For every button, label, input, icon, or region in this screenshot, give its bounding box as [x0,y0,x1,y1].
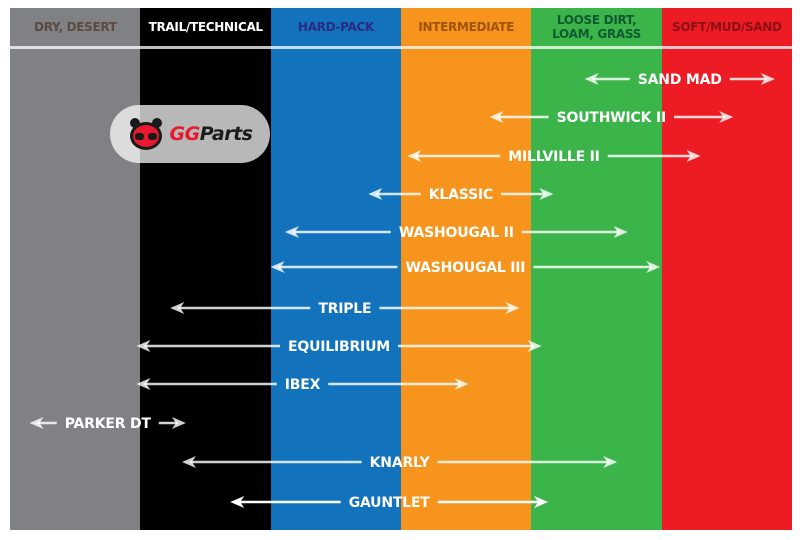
arrow-left-icon [407,150,422,162]
arrow-right-icon [646,261,661,273]
arrow-left-icon [181,456,196,468]
terrain-column: TRAIL/TECHNICAL [140,8,272,530]
arrow-right-icon [539,188,554,200]
watermark-text-gg: GG [169,123,201,145]
ggparts-watermark: GGParts [110,105,270,163]
tire-label: SAND MAD [638,72,722,88]
tire-label: TRIPLE [318,301,371,317]
terrain-header: TRAIL/TECHNICAL [148,20,264,34]
terrain-header: HARD-PACK [297,20,375,34]
arrow-right-icon [534,496,549,508]
arrow-right-icon [719,111,734,123]
terrain-header: SOFT/MUD/SAND [672,20,782,34]
arrow-left-icon [284,226,299,238]
tire-label: KLASSIC [429,187,493,203]
tire-range: SOUTHWICK II [489,110,734,126]
arrow-right-icon [760,73,775,85]
tire-label: EQUILIBRIUM [288,339,390,355]
arrow-right-icon [527,340,542,352]
terrain-column: HARD-PACK [270,8,402,530]
tire-range: WASHOUGAL III [270,260,661,276]
arrow-left-icon [230,496,245,508]
tire-range: KLASSIC [368,187,554,203]
tire-label: GAUNTLET [349,495,431,511]
tire-label: KNARLY [370,455,431,471]
arrow-right-icon [603,456,618,468]
tire-range: PARKER DT [29,416,186,432]
terrain-header: DRY, DESERT [34,20,117,34]
terrain-header: INTERMEDIATE [418,20,515,34]
terrain-column: DRY, DESERT [10,8,141,530]
tire-label: WASHOUGAL II [399,225,514,241]
arrow-left-icon [368,188,383,200]
arrow-right-icon [171,417,186,429]
tire-label: WASHOUGAL III [405,260,525,276]
arrow-right-icon [613,226,628,238]
arrow-left-icon [170,302,185,314]
terrain-column: LOOSE DIRT, LOAM, GRASS [531,8,662,530]
arrow-left-icon [489,111,504,123]
tire-range: SAND MAD [584,72,775,88]
tire-range: KNARLY [181,455,618,471]
arrow-right-icon [686,150,701,162]
arrow-right-icon [454,378,469,390]
arrow-left-icon [136,378,151,390]
arrow-left-icon [584,73,599,85]
arrow-left-icon [29,417,44,429]
ggparts-mascot-icon [129,118,162,150]
terrain-header: LOOSE DIRT, LOAM, GRASS [552,13,642,41]
tire-range: TRIPLE [170,301,520,317]
tire-range: MILLVILLE II [407,149,701,165]
tire-label: IBEX [285,377,321,393]
tire-range: IBEX [136,377,469,393]
tire-range: GAUNTLET [230,495,549,511]
header-divider [10,46,792,49]
watermark-text-parts: Parts [199,123,253,145]
tire-label: MILLVILLE II [508,149,599,165]
watermark-text: GGParts [170,123,253,145]
arrow-left-icon [270,261,285,273]
arrow-left-icon [136,340,151,352]
terrain-column: SOFT/MUD/SAND [661,8,793,530]
tire-label: SOUTHWICK II [557,110,666,126]
tire-label: PARKER DT [65,416,152,432]
terrain-column: INTERMEDIATE [400,8,532,530]
tire-range: WASHOUGAL II [284,225,628,241]
tire-range: EQUILIBRIUM [136,339,542,355]
arrow-right-icon [505,302,520,314]
